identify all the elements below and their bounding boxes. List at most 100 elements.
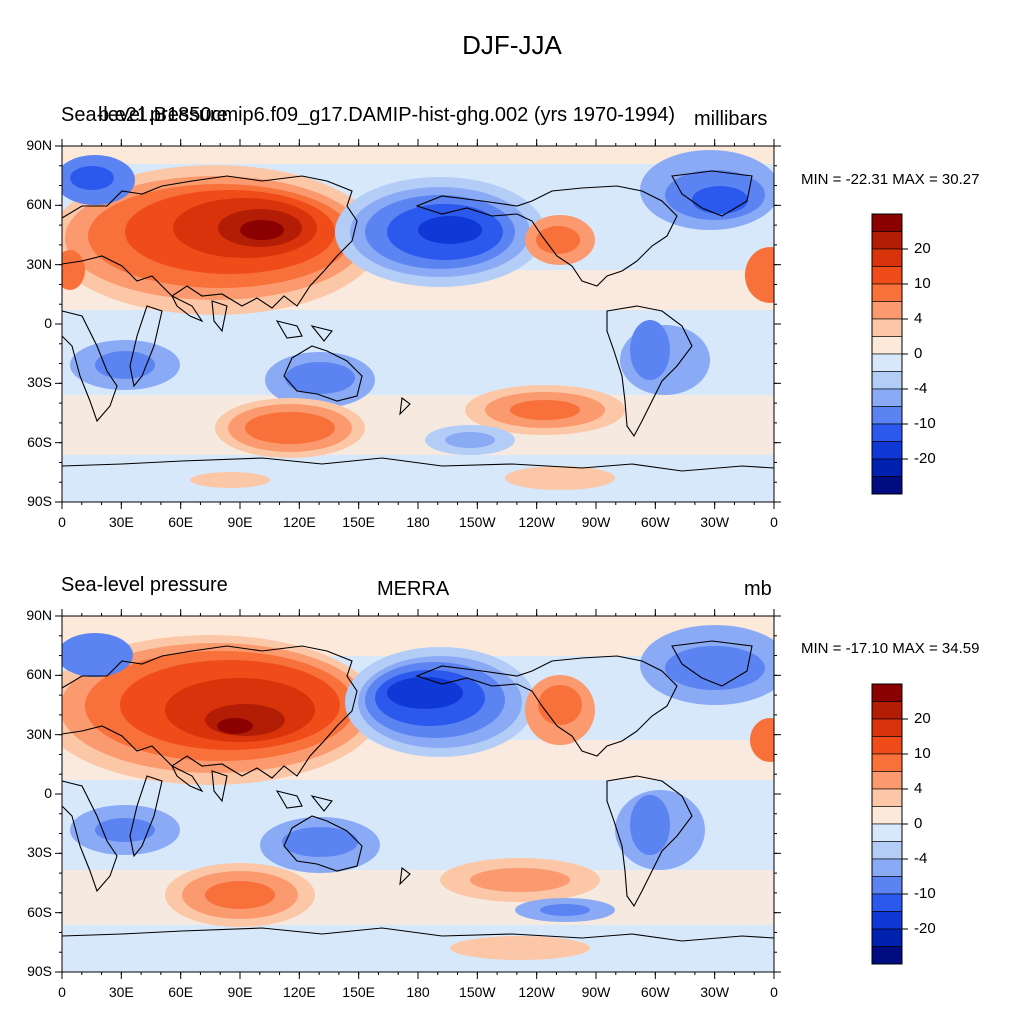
panel-2-right-title: mb xyxy=(744,578,772,600)
panel-2-lat-label: 90N xyxy=(26,607,52,623)
colorbar-2 xyxy=(871,683,908,965)
colorbar-1-swatch xyxy=(871,318,903,337)
panel-1-pacific-low xyxy=(335,177,545,287)
panel-1-center-title: b.e21.B1850cmip6.f09_g17.DAMIP-hist-ghg.… xyxy=(98,104,676,126)
colorbar-1-label: 4 xyxy=(914,310,923,327)
panel-2-lon-label: 150E xyxy=(342,984,375,1000)
colorbar-2-swatch xyxy=(871,736,903,755)
colorbar-2-swatch xyxy=(871,841,903,860)
colorbar-1-label: -10 xyxy=(914,415,936,432)
panel-2-lon-label: 0 xyxy=(770,984,778,1000)
panel-1-lon-label: 60W xyxy=(640,514,670,530)
colorbar-2-swatch xyxy=(871,911,903,930)
panel-1-lon-label: 120W xyxy=(518,514,555,530)
colorbar-1-swatch xyxy=(871,423,903,442)
panel-2-lat-label: 60N xyxy=(26,666,52,683)
colorbar-1-swatch xyxy=(871,371,903,390)
panel-1-lon-label: 30E xyxy=(108,514,134,530)
panel-2-ticks xyxy=(55,609,781,979)
panel-2-lat-label: 0 xyxy=(44,785,52,801)
colorbar-2-label: 4 xyxy=(914,780,923,797)
colorbar-1-swatch xyxy=(871,213,903,232)
figure-title: DJF-JJA xyxy=(462,30,562,60)
colorbar-1-label: 10 xyxy=(914,275,931,292)
panel-2-coastline xyxy=(606,775,693,908)
panel-2-lon-label: 120E xyxy=(282,984,316,1000)
panel-1-coastline xyxy=(61,310,118,423)
panel-1-lon-label: 0 xyxy=(58,514,66,530)
colorbar-2-swatch xyxy=(871,806,903,825)
colorbar-1-swatch xyxy=(871,353,903,372)
panel-1-asia-high xyxy=(62,165,380,315)
panel-1-coastline xyxy=(61,175,358,309)
colorbar-2-label: -4 xyxy=(914,850,928,867)
panel-2-center-title: MERRA xyxy=(377,578,450,600)
panel-1-lat-label: 30N xyxy=(26,255,52,272)
panel-2-coastline xyxy=(275,790,303,809)
panel-1-lon-label: 180 xyxy=(406,514,430,530)
panel-1-lon-label: 120E xyxy=(282,514,316,530)
colorbar-1-swatch xyxy=(871,336,903,355)
panel-2-lat-label: 60S xyxy=(27,903,52,920)
panel-1-coastline xyxy=(61,457,775,472)
panel-2-lat-label: 30N xyxy=(26,725,52,742)
panel-2-lon-label: 60E xyxy=(168,984,194,1000)
panel-1-coastline xyxy=(170,294,204,323)
colorbar-2-label: 20 xyxy=(914,710,931,727)
panel-1-lon-label: 90E xyxy=(227,514,253,530)
panel-2-pacific-low xyxy=(345,647,535,757)
panel-2-coastline xyxy=(283,815,363,872)
panel-2-lon-label: 30E xyxy=(108,984,134,1000)
colorbar-1-swatch xyxy=(871,248,903,267)
colorbar-2-label: 10 xyxy=(914,745,931,762)
panel-1-lon-label: 150W xyxy=(459,514,496,530)
colorbar-1 xyxy=(871,213,908,495)
panel-2-coastline xyxy=(129,775,163,858)
panel-2-lon-label: 0 xyxy=(58,984,66,1000)
panel-1-lat-label: 60S xyxy=(27,433,52,450)
panel-1-lat-label: 60N xyxy=(26,196,52,213)
colorbar-2-swatch xyxy=(871,928,903,947)
colorbar-2-swatch xyxy=(871,771,903,790)
colorbar-1-swatch xyxy=(871,388,903,407)
panel-1-coastline xyxy=(671,170,753,217)
panel-2-lon-label: 180 xyxy=(406,984,430,1000)
panel-2-coastline xyxy=(671,640,753,687)
panel-2-lat-label: 90S xyxy=(27,963,52,979)
colorbar-2-swatch xyxy=(871,823,903,842)
panel-2-coastline xyxy=(170,764,204,793)
panel-1-coastline xyxy=(606,305,693,438)
panel-2-lon-label: 150W xyxy=(459,984,496,1000)
panel-1-coastline xyxy=(275,320,303,339)
panel-2-left-title: Sea-level pressure xyxy=(61,574,228,596)
panel-1-left-title: Sea-level pressure xyxy=(61,104,228,126)
panel-1-lat-label: 90S xyxy=(27,493,52,509)
colorbar-1-swatch xyxy=(871,266,903,285)
panel-2-coastline xyxy=(211,770,228,803)
colorbar-2-label: -20 xyxy=(914,920,936,937)
colorbar-2-label: -10 xyxy=(914,885,936,902)
panel-2-map xyxy=(62,616,774,972)
panel-1-lon-label: 150E xyxy=(342,514,375,530)
colorbar-2-swatch xyxy=(871,946,903,965)
colorbar-2-swatch xyxy=(871,893,903,912)
panel-1-coastlines xyxy=(61,170,775,472)
colorbar-1-label: -20 xyxy=(914,450,936,467)
panel-1-lon-label: 90W xyxy=(581,514,611,530)
panel-1-coastline xyxy=(399,396,411,416)
colorbar-2-swatch xyxy=(871,683,903,702)
panel-1-lon-label: 0 xyxy=(770,514,778,530)
panel-1-lat-label: 90N xyxy=(26,137,52,153)
panel-2-coastline xyxy=(61,927,775,942)
colorbar-1-swatch xyxy=(871,476,903,495)
panel-1-lat-label: 0 xyxy=(44,315,52,331)
panel-2-lon-label: 30W xyxy=(700,984,730,1000)
colorbar-1-swatch xyxy=(871,458,903,477)
panel-2-coastline xyxy=(399,866,411,886)
colorbar-1-label: 20 xyxy=(914,240,931,257)
colorbar-1-swatch xyxy=(871,283,903,302)
panel-2-lon-label: 90E xyxy=(227,984,253,1000)
colorbar-1-swatch xyxy=(871,231,903,250)
panel-1-right-title: millibars xyxy=(694,108,768,130)
